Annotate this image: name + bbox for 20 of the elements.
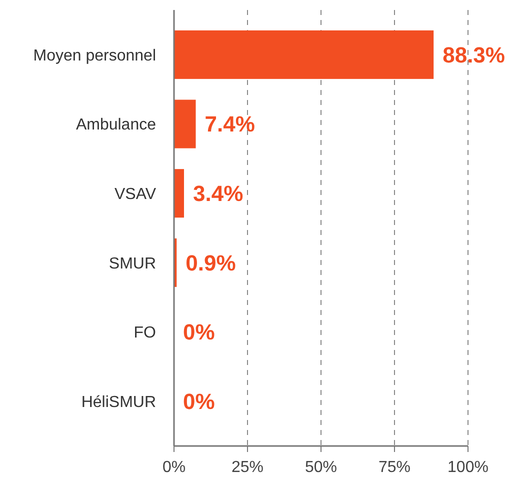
y-tick-label: Moyen personnel (33, 47, 156, 64)
data-label: 88.3% (442, 42, 505, 68)
x-tick-label: 50% (304, 459, 338, 476)
data-label: 7.4% (204, 112, 255, 137)
bar (174, 100, 196, 148)
x-tick-label: 75% (378, 459, 411, 476)
data-label: 0% (183, 389, 215, 414)
y-tick-label: HéliSMUR (81, 394, 156, 411)
y-tick-label: Ambulance (76, 116, 156, 134)
bar (174, 30, 434, 79)
data-label: 0% (183, 320, 215, 345)
x-tick-label: 0% (162, 459, 186, 476)
data-label: 3.4% (192, 181, 244, 206)
x-tick-label: 100% (448, 459, 488, 476)
data-label: 0.9% (186, 250, 236, 276)
y-tick-label: FO (134, 324, 156, 342)
x-tick-label: 25% (231, 459, 264, 476)
bar (174, 169, 184, 218)
y-tick-label: VSAV (114, 186, 156, 203)
y-tick-label: SMUR (108, 255, 156, 272)
